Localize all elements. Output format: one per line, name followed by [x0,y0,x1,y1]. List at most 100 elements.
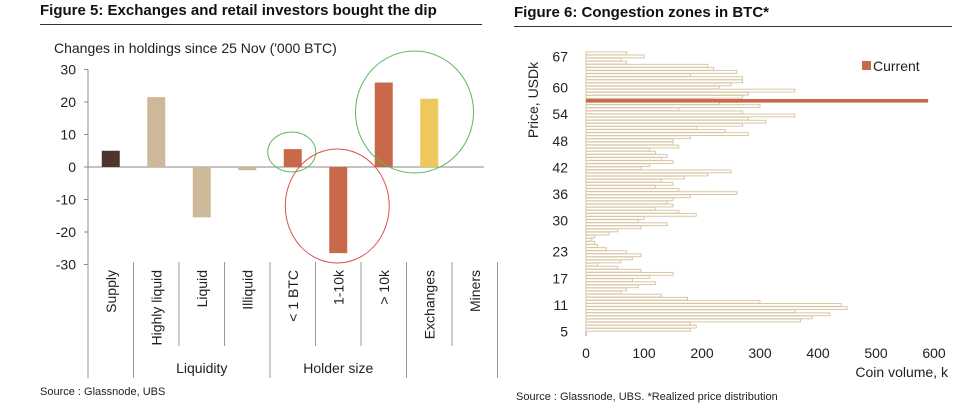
bar [283,149,302,167]
volume-bar [585,262,599,267]
volume-bar [585,284,639,289]
volume-bar [585,237,593,242]
figure6-source: Source : Glassnode, UBS. *Realized price… [516,391,778,403]
annotation-circle-green-large [355,50,474,174]
volume-bar [585,278,633,282]
volume-bar [585,153,668,158]
bar [420,98,439,167]
volume-bar [585,185,657,189]
figure5-title-rule [40,24,482,25]
volume-bar [585,132,749,136]
volume-bar [585,160,674,164]
x-tick-label: 100 [632,345,656,361]
y-tick-label: 10 [60,127,76,143]
volume-bar [585,259,622,264]
y-tick-label: 11 [553,297,568,313]
x-tick-label: > 10k [376,269,392,305]
volume-bar [585,228,619,233]
volume-bar [585,129,726,133]
y-axis-label: Changes in holdings since 25 Nov ('000 B… [54,40,337,56]
x-axis-label: Coin volume, k [855,364,949,380]
volume-bar [585,191,738,196]
volume-bar [585,247,607,251]
y-tick-label: -20 [56,224,76,240]
y-tick-label: -30 [56,257,76,273]
volume-bar [585,141,674,146]
volume-bar [585,119,767,124]
volume-bar [585,125,697,130]
volume-bar [585,256,633,261]
volume-bar [585,110,744,115]
volume-bar [585,79,744,84]
y-tick-label: 42 [552,159,568,175]
y-tick-label: -10 [56,192,76,208]
bar [101,150,120,167]
figure5-title: Figure 5: Exchanges and retail investors… [40,2,437,19]
volume-bar [585,135,691,140]
legend-swatch-current [862,61,871,70]
y-tick-label: 0 [68,159,76,175]
volume-bar [585,181,674,186]
volume-bar [585,293,662,298]
volume-bar [585,231,610,236]
annotation-circle-green [267,131,317,173]
y-tick-label: 23 [552,244,568,260]
volume-bar [585,82,732,87]
volume-bar [585,150,657,155]
volume-bar [585,209,680,214]
volume-bar [585,225,642,230]
group-label: Liquidity [176,360,227,376]
volume-bar [585,70,738,74]
volume-bar [585,312,831,317]
x-tick-label: Highly liquid [148,270,164,345]
volume-bar [585,200,668,205]
legend-label-current: Current [873,58,920,74]
y-tick-label: 67 [552,48,568,64]
volume-bar [585,113,796,118]
volume-bar [585,303,842,307]
volume-bar [585,321,691,326]
y-tick-label: 17 [552,270,568,286]
volume-bar [585,144,680,149]
volume-bar [585,169,732,174]
y-tick-label: 60 [552,80,568,96]
y-tick-label: 20 [60,94,76,110]
volume-bar [585,268,642,273]
x-tick-label: Supply [103,270,119,313]
x-tick-label: < 1 BTC [285,270,301,322]
volume-bar [585,54,645,59]
volume-bar [585,51,628,56]
volume-bar [585,265,619,270]
volume-bar [585,163,651,168]
volume-bar [585,216,645,220]
y-tick-label: 30 [60,62,76,78]
volume-bar [585,194,691,199]
volume-bar [585,203,674,208]
y-axis-label: Price, USDk [525,61,541,138]
figure6-title-rule [514,26,952,27]
volume-bar [585,73,691,77]
x-tick-label: 1-10k [330,269,346,305]
volume-bar [585,57,622,62]
bar [147,97,166,167]
annotation-circle-red [284,148,390,264]
volume-bar [585,94,744,99]
y-tick-label: 5 [560,324,568,340]
volume-bar [585,116,749,121]
volume-bar [585,327,691,332]
volume-bar [585,219,639,223]
bar [329,167,348,254]
x-tick-label: Exchanges [421,270,437,339]
volume-bar [585,157,662,161]
volume-bar [585,206,657,211]
x-tick-label: Miners [467,270,483,312]
volume-bar [585,240,596,245]
volume-bar [585,85,720,90]
bar [192,167,211,218]
volume-bar [585,296,688,301]
x-tick-label: Illiquid [239,270,255,310]
volume-bar [585,318,802,323]
x-tick-label: Liquid [194,270,210,307]
volume-bar [585,309,796,314]
